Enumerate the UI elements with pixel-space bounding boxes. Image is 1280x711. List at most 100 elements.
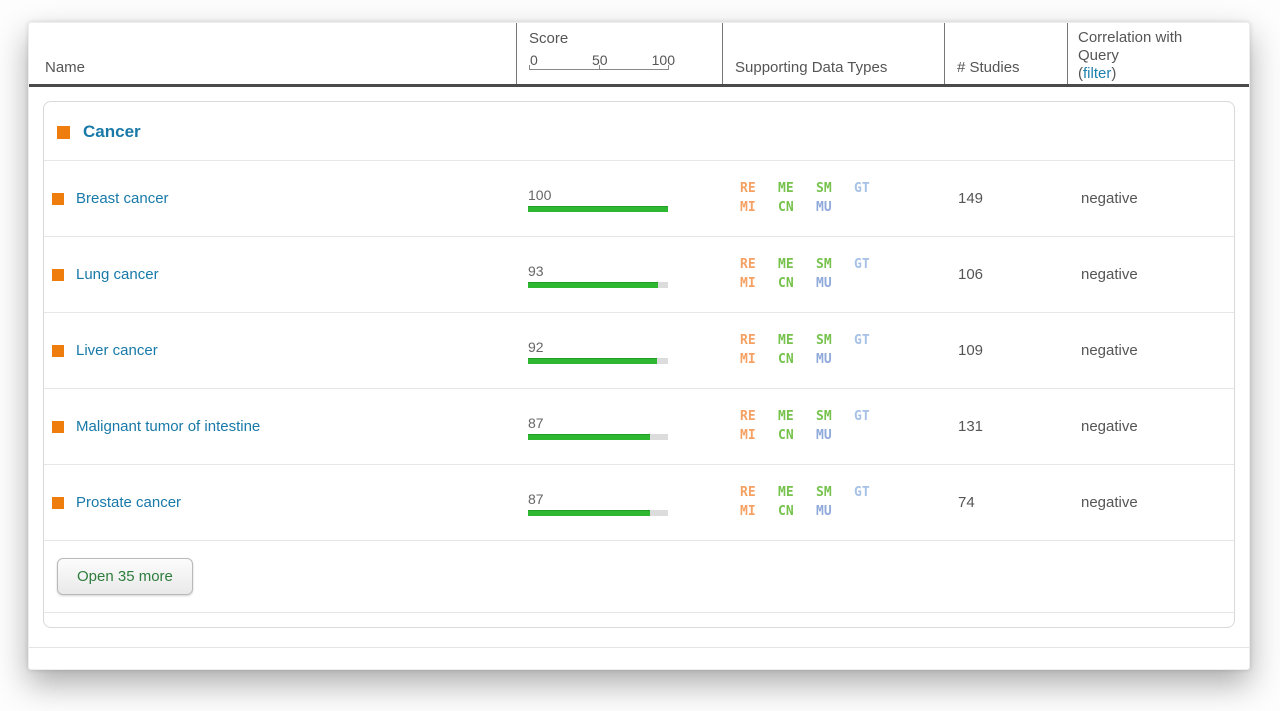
column-header-correlation: Correlation with Query (filter) — [1067, 23, 1249, 84]
scale-tick-100 — [668, 65, 669, 70]
data-type-badge-mu[interactable]: MU — [816, 428, 832, 443]
data-type-badge-sm[interactable]: SM — [816, 181, 832, 196]
data-type-badge-sm[interactable]: SM — [816, 409, 832, 424]
data-type-badge-me[interactable]: ME — [778, 257, 794, 272]
correlation-value: negative — [1081, 266, 1138, 283]
data-type-badge-re[interactable]: RE — [740, 485, 756, 500]
data-type-badge-re[interactable]: RE — [740, 409, 756, 424]
data-type-badge-mi[interactable]: MI — [740, 428, 756, 443]
open-more-button[interactable]: Open 35 more — [57, 558, 193, 595]
data-type-badge-re[interactable]: RE — [740, 333, 756, 348]
score-cell: 100 — [528, 185, 734, 212]
card-bottom-divider — [29, 647, 1249, 657]
scale-tick-0 — [529, 65, 530, 70]
table-row: Malignant tumor of intestine 87 RE ME SM… — [44, 389, 1234, 465]
data-type-badge-cn[interactable]: CN — [778, 504, 794, 519]
supporting-data-types: RE ME SM GT MI CN MU — [734, 484, 956, 521]
score-bar-fill — [528, 206, 668, 212]
table-row: Prostate cancer 87 RE ME SM GT MI CN MU … — [44, 465, 1234, 541]
data-type-badge-gt[interactable]: GT — [854, 485, 870, 500]
header-divider-rule — [29, 84, 1249, 87]
scale-tick-label-100: 100 — [651, 52, 675, 68]
data-type-badge-gt[interactable]: GT — [854, 181, 870, 196]
data-type-badge-me[interactable]: ME — [778, 333, 794, 348]
score-value: 87 — [528, 491, 544, 507]
group-row-cancer: Cancer — [44, 102, 1234, 161]
column-header-data-types: Supporting Data Types — [722, 23, 944, 84]
scale-tick-50 — [599, 65, 600, 70]
column-header-studies: # Studies — [944, 23, 1067, 84]
column-header-studies-label: # Studies — [957, 59, 1020, 76]
group-label-link[interactable]: Cancer — [83, 122, 141, 141]
data-type-badge-sm[interactable]: SM — [816, 485, 832, 500]
correlation-value: negative — [1081, 418, 1138, 435]
studies-count: 149 — [958, 190, 984, 207]
score-bar-fill — [528, 282, 659, 288]
data-type-badge-mu[interactable]: MU — [816, 276, 832, 291]
results-panel: Cancer Breast cancer 100 RE ME SM GT MI … — [43, 101, 1235, 628]
score-cell: 93 — [528, 261, 734, 288]
data-type-badge-re[interactable]: RE — [740, 257, 756, 272]
data-type-badge-mi[interactable]: MI — [740, 504, 756, 519]
studies-count: 106 — [958, 266, 984, 283]
data-type-badge-gt[interactable]: GT — [854, 257, 870, 272]
filter-link[interactable]: filter — [1083, 65, 1112, 82]
data-type-badge-mu[interactable]: MU — [816, 352, 832, 367]
data-type-badge-gt[interactable]: GT — [854, 333, 870, 348]
data-type-badge-me[interactable]: ME — [778, 409, 794, 424]
score-value: 93 — [528, 263, 544, 279]
table-row: Lung cancer 93 RE ME SM GT MI CN MU 106 … — [44, 237, 1234, 313]
table-row: Breast cancer 100 RE ME SM GT MI CN MU 1… — [44, 161, 1234, 237]
data-type-badge-gt[interactable]: GT — [854, 409, 870, 424]
correlation-value: negative — [1081, 342, 1138, 359]
data-type-badge-mi[interactable]: MI — [740, 352, 756, 367]
column-header-score: Score 0 50 100 — [516, 23, 722, 84]
name-cell: Malignant tumor of intestine — [44, 418, 528, 435]
disease-link[interactable]: Malignant tumor of intestine — [76, 418, 261, 435]
table-header: Name Score 0 50 100 Supporting Data Type… — [29, 23, 1249, 84]
panel-bottom-padding — [44, 613, 1234, 627]
data-type-badge-mi[interactable]: MI — [740, 276, 756, 291]
correlation-value: negative — [1081, 190, 1138, 207]
supporting-data-types: RE ME SM GT MI CN MU — [734, 256, 956, 293]
table-footer-row: Open 35 more — [44, 541, 1234, 613]
correlation-value: negative — [1081, 494, 1138, 511]
column-header-name-label: Name — [45, 59, 86, 76]
paren-close: ) — [1111, 65, 1117, 82]
category-square-icon — [52, 268, 64, 281]
disease-link[interactable]: Liver cancer — [76, 342, 158, 359]
data-type-badge-re[interactable]: RE — [740, 181, 756, 196]
category-square-icon — [52, 496, 64, 509]
score-bar-fill — [528, 510, 650, 516]
supporting-data-types: RE ME SM GT MI CN MU — [734, 408, 956, 445]
table-rows-container: Breast cancer 100 RE ME SM GT MI CN MU 1… — [44, 161, 1234, 541]
studies-count: 131 — [958, 418, 984, 435]
score-bar-fill — [528, 434, 650, 440]
table-row: Liver cancer 92 RE ME SM GT MI CN MU 109… — [44, 313, 1234, 389]
data-type-badge-me[interactable]: ME — [778, 485, 794, 500]
data-type-badge-cn[interactable]: CN — [778, 352, 794, 367]
name-cell: Prostate cancer — [44, 494, 528, 511]
score-bar-track — [528, 282, 668, 288]
score-cell: 92 — [528, 337, 734, 364]
data-type-badge-sm[interactable]: SM — [816, 333, 832, 348]
score-bar-track — [528, 206, 668, 212]
score-value: 92 — [528, 339, 544, 355]
data-type-badge-cn[interactable]: CN — [778, 276, 794, 291]
score-value: 100 — [528, 187, 552, 203]
disease-link[interactable]: Lung cancer — [76, 266, 159, 283]
score-scale-ruler: 0 50 100 — [529, 50, 675, 74]
name-cell: Lung cancer — [44, 266, 528, 283]
data-type-badge-me[interactable]: ME — [778, 181, 794, 196]
category-square-icon — [52, 192, 64, 205]
data-type-badge-cn[interactable]: CN — [778, 428, 794, 443]
data-type-badge-mi[interactable]: MI — [740, 200, 756, 215]
category-square-icon — [52, 420, 64, 433]
score-bar-fill — [528, 358, 657, 364]
data-type-badge-mu[interactable]: MU — [816, 200, 832, 215]
data-type-badge-cn[interactable]: CN — [778, 200, 794, 215]
disease-link[interactable]: Prostate cancer — [76, 494, 182, 511]
data-type-badge-sm[interactable]: SM — [816, 257, 832, 272]
data-type-badge-mu[interactable]: MU — [816, 504, 832, 519]
disease-link[interactable]: Breast cancer — [76, 190, 169, 207]
